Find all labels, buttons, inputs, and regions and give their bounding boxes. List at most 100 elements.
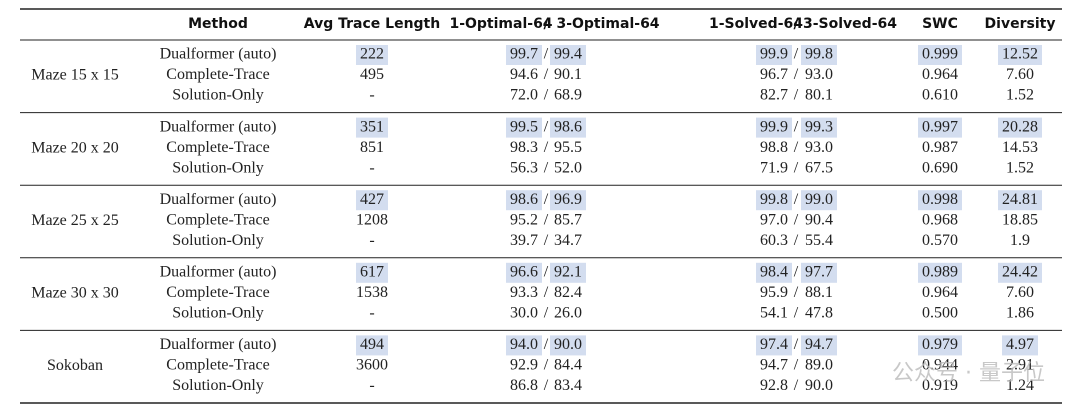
separator: / [794,118,799,135]
value-cell: 98.4 [760,263,788,280]
separator: / [794,66,799,83]
value-cell: 0.500 [922,304,958,321]
value-cell: - [369,304,374,321]
value-cell: 34.7 [554,232,582,249]
value-cell: 90.1 [554,66,582,83]
value-cell: 55.4 [805,232,833,249]
value-cell: 92.1 [554,263,582,280]
value-cell: 97.4 [760,336,788,353]
separator: / [544,232,549,249]
value-cell: 97.0 [760,211,788,228]
value-cell: 1538 [356,284,388,301]
value-cell: 99.8 [805,46,833,63]
value-cell: 14.53 [1002,139,1038,156]
separator: / [544,211,549,228]
value-cell: 0.610 [922,87,958,104]
group-label: Maze 15 x 15 [31,67,119,84]
highlight [356,262,388,283]
value-cell: 99.9 [760,46,788,63]
value-cell: 72.0 [510,87,538,104]
group-label: Maze 20 x 20 [31,139,119,156]
separator: / [794,87,799,104]
value-cell: 90.4 [805,211,833,228]
value-cell: 98.6 [510,191,538,208]
separator: / [794,46,799,63]
watermark: 公众号 · 量子位 [892,361,1045,386]
value-cell: 24.42 [1002,263,1038,280]
highlight [801,262,837,283]
separator: / [794,263,799,280]
separator: / [794,232,799,249]
separator: / [544,336,549,353]
value-cell: 0.979 [922,336,958,353]
value-cell: 82.7 [760,87,788,104]
highlight [550,190,586,211]
value-cell: 427 [360,191,384,208]
value-cell: 20.28 [1002,118,1038,135]
value-cell: 1.52 [1006,159,1034,176]
highlight [756,262,792,283]
highlight [756,335,792,356]
separator: / [544,46,549,63]
highlight [356,117,388,138]
separator: / [544,118,549,135]
method-cell: Solution-Only [172,232,264,249]
value-cell: 60.3 [760,232,788,249]
value-cell: 1208 [356,211,388,228]
group-label: Sokoban [47,357,103,374]
value-cell: - [369,159,374,176]
method-cell: Solution-Only [172,377,264,394]
method-cell: Solution-Only [172,159,264,176]
method-cell: Complete-Trace [166,284,269,301]
highlight [550,45,586,65]
value-cell: 0.964 [922,284,958,301]
value-cell: 93.3 [510,284,538,301]
highlights [356,45,1042,356]
value-cell: 4.97 [1006,336,1034,353]
highlight [356,335,388,356]
value-cell: 83.4 [554,377,582,394]
value-cell: 93.0 [805,66,833,83]
method-cell: Dualformer (auto) [160,191,277,208]
value-cell: 88.1 [805,284,833,301]
method-cell: Solution-Only [172,87,264,104]
value-cell: - [369,87,374,104]
highlight [506,335,542,356]
separator: / [794,304,799,321]
value-cell: 0.998 [922,191,958,208]
separator: / [544,139,549,156]
value-cell: 89.0 [805,357,833,374]
value-cell: 99.7 [510,46,538,63]
value-cell: 68.9 [554,87,582,104]
value-cell: 90.0 [554,336,582,353]
value-cell: 617 [360,263,384,280]
highlight [918,335,962,356]
header-cell: SWC [922,16,958,32]
separator: / [794,211,799,228]
highlight [918,45,962,65]
separator: / [544,87,549,104]
highlight [756,190,792,211]
value-cell: 0.690 [922,159,958,176]
value-cell: 0.999 [922,46,958,63]
value-cell: 0.997 [922,118,958,135]
value-cell: 3600 [356,357,388,374]
value-cell: 80.1 [805,87,833,104]
highlight [756,45,792,65]
value-cell: 494 [360,336,384,353]
highlight [801,190,837,211]
value-cell: 851 [360,139,384,156]
value-cell: 52.0 [554,159,582,176]
value-cell: 99.8 [760,191,788,208]
header-cell: 3-Solved-64 [803,16,897,32]
method-cell: Dualformer (auto) [160,46,277,63]
value-cell: 96.9 [554,191,582,208]
value-cell: 98.3 [510,139,538,156]
value-cell: 56.3 [510,159,538,176]
value-cell: 94.7 [805,336,833,353]
highlight [356,45,388,65]
value-cell: 86.8 [510,377,538,394]
value-cell: 97.7 [805,263,833,280]
value-cell: 99.4 [554,46,582,63]
value-cell: 24.81 [1002,191,1038,208]
